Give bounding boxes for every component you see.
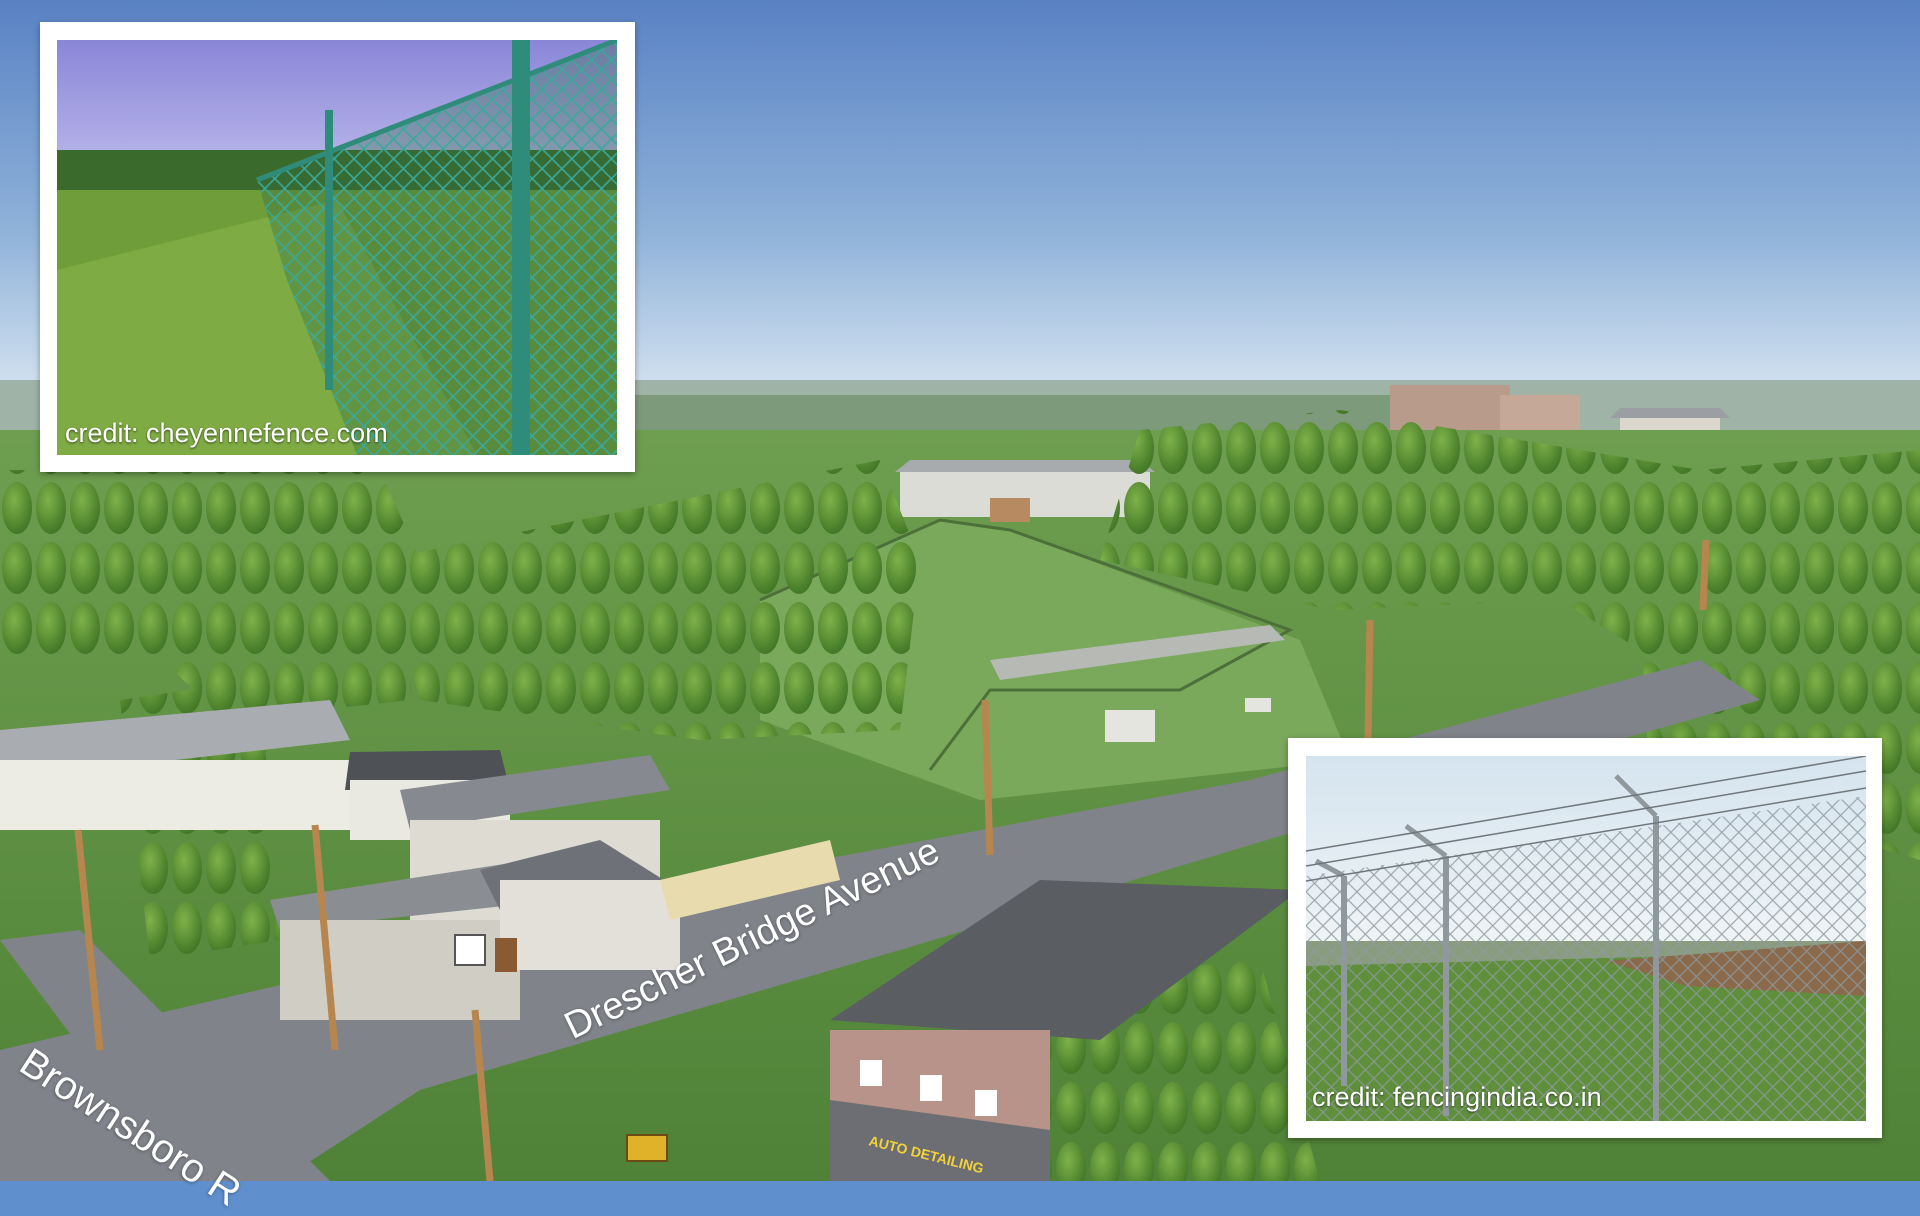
houses [0,700,840,1020]
chainlink-fence-photo [57,40,617,455]
inset-credit-cheyennefence: credit: cheyennefence.com [65,418,388,448]
barbed-wire-fence-photo [1306,756,1866,1121]
brownsboro-road [0,930,330,1181]
street-sign [626,1134,668,1162]
fence-line [759,518,1294,771]
auto-detailing-building [830,880,1300,1181]
utility-poles [74,539,1710,1181]
inset-chainlink-fence-photo: credit: cheyennefence.com [40,22,635,472]
inset-barbed-wire-fence-photo: credit: fencingindia.co.in [1288,738,1882,1138]
inset-credit-fencingindia: credit: fencingindia.co.in [1312,1082,1602,1112]
aerial-rendering: AUTO DETAILING [0,0,1920,1181]
